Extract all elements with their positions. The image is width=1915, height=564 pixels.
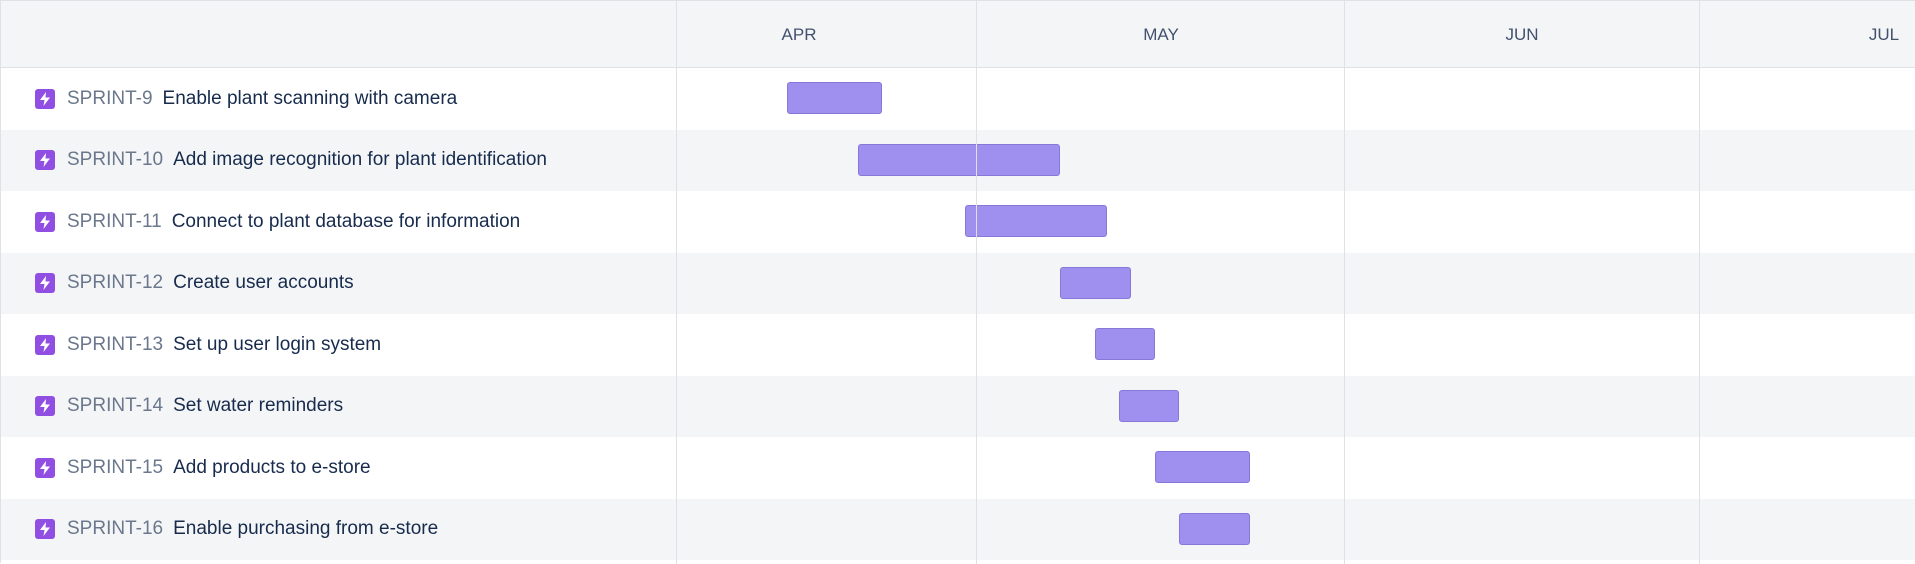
lightning-bolt-icon: [35, 396, 55, 417]
schedule-bar[interactable]: [1095, 328, 1155, 360]
month-divider: [976, 1, 977, 564]
issue-key[interactable]: SPRINT-11: [67, 210, 162, 232]
issue-row[interactable]: SPRINT-14 Set water reminders: [1, 375, 1915, 438]
issue-summary[interactable]: Set water reminders: [173, 395, 344, 417]
issue-row[interactable]: SPRINT-12 Create user accounts: [1, 252, 1915, 315]
issue-summary[interactable]: Enable plant scanning with camera: [162, 87, 458, 109]
lightning-bolt-icon: [35, 334, 55, 355]
lightning-bolt-icon: [35, 211, 55, 232]
month-label-jun: JUN: [1505, 25, 1539, 44]
issue-key[interactable]: SPRINT-14: [67, 395, 164, 417]
issue-summary[interactable]: Add image recognition for plant identifi…: [173, 149, 547, 171]
issue-summary[interactable]: Add products to e-store: [173, 456, 371, 478]
issue-row[interactable]: SPRINT-9 Enable plant scanning with came…: [1, 68, 1915, 130]
issue-row-title[interactable]: SPRINT-15 Add products to e-store: [1, 437, 676, 499]
issue-row-title[interactable]: SPRINT-14 Set water reminders: [1, 376, 676, 438]
issue-row-title[interactable]: SPRINT-11 Connect to plant database for …: [1, 191, 676, 253]
schedule-bar[interactable]: [965, 205, 1107, 237]
schedule-bar[interactable]: [1179, 512, 1250, 545]
month-divider: [1699, 1, 1700, 564]
issue-summary[interactable]: Connect to plant database for informatio…: [171, 210, 521, 232]
schedule-bar[interactable]: [1060, 266, 1131, 299]
schedule-bar[interactable]: [787, 82, 882, 114]
issue-summary[interactable]: Enable purchasing from e-store: [173, 518, 439, 540]
issue-row[interactable]: SPRINT-11 Connect to plant database for …: [1, 191, 1915, 253]
list-panel-divider[interactable]: [676, 1, 677, 564]
issue-summary[interactable]: Create user accounts: [173, 272, 354, 294]
issue-row-title[interactable]: SPRINT-9 Enable plant scanning with came…: [1, 68, 676, 130]
schedule-bar[interactable]: [1155, 451, 1250, 483]
issue-summary[interactable]: Set up user login system: [173, 333, 382, 355]
issue-row-title[interactable]: SPRINT-10 Add image recognition for plan…: [1, 130, 676, 192]
month-divider: [1344, 1, 1345, 564]
issue-key[interactable]: SPRINT-15: [67, 456, 164, 478]
lightning-bolt-icon: [35, 88, 55, 109]
lightning-bolt-icon: [35, 150, 55, 171]
issue-key[interactable]: SPRINT-16: [67, 518, 164, 540]
lightning-bolt-icon: [35, 457, 55, 478]
timeline-header: APR MAY JUN JUL: [1, 1, 1915, 68]
schedule-bar[interactable]: [858, 143, 1060, 176]
month-label-may: MAY: [1143, 25, 1179, 44]
schedule-bar[interactable]: [1119, 389, 1179, 422]
issue-key[interactable]: SPRINT-9: [67, 87, 153, 109]
issue-row[interactable]: SPRINT-16 Enable purchasing from e-store: [1, 498, 1915, 561]
month-label-jul: JUL: [1868, 25, 1900, 44]
lightning-bolt-icon: [35, 273, 55, 294]
issue-row[interactable]: SPRINT-15 Add products to e-store: [1, 437, 1915, 499]
issue-row-title[interactable]: SPRINT-12 Create user accounts: [1, 253, 676, 315]
issue-key[interactable]: SPRINT-10: [67, 149, 164, 171]
issue-row[interactable]: SPRINT-13 Set up user login system: [1, 314, 1915, 376]
issue-row-title[interactable]: SPRINT-16 Enable purchasing from e-store: [1, 499, 676, 561]
month-label-apr: APR: [781, 25, 817, 44]
lightning-bolt-icon: [35, 519, 55, 540]
issue-row-title[interactable]: SPRINT-13 Set up user login system: [1, 314, 676, 376]
issue-row[interactable]: SPRINT-10 Add image recognition for plan…: [1, 129, 1915, 192]
issue-key[interactable]: SPRINT-12: [67, 272, 164, 294]
issue-rows: SPRINT-9 Enable plant scanning with came…: [1, 68, 1915, 560]
issue-key[interactable]: SPRINT-13: [67, 333, 164, 355]
